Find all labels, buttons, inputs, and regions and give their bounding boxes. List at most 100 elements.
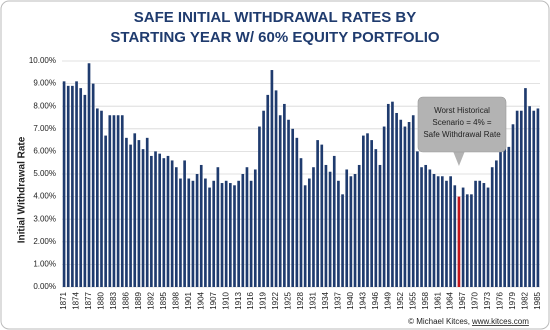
x-tick-label: 1892 (146, 291, 155, 309)
bar (328, 171, 332, 287)
bar (145, 137, 149, 287)
bar (187, 178, 191, 287)
bar (362, 135, 365, 287)
bar (490, 167, 494, 287)
y-tick-label: 7.00% (33, 124, 56, 133)
bar (87, 63, 91, 288)
bar (229, 183, 232, 287)
bar (370, 140, 373, 287)
bar (274, 90, 278, 287)
bar (341, 194, 344, 287)
bar (457, 196, 461, 287)
y-axis-title: Initial Withdrawal Rate (17, 136, 28, 243)
x-tick-label: 1985 (533, 291, 542, 309)
bar (266, 94, 270, 288)
x-tick-label: 1934 (321, 291, 330, 309)
bar (179, 178, 182, 287)
bar (191, 180, 195, 287)
bar (166, 155, 170, 287)
x-tick-label: 1937 (334, 291, 343, 309)
bar (204, 178, 207, 287)
bar (407, 122, 411, 288)
bar (349, 176, 353, 287)
bar (495, 160, 498, 287)
y-tick-label: 2.00% (33, 237, 56, 246)
bar (532, 110, 536, 287)
bar (295, 137, 299, 287)
bar (386, 103, 390, 287)
x-tick-label: 1883 (109, 291, 118, 309)
bar (83, 94, 87, 288)
bar (503, 149, 506, 287)
bar (519, 110, 523, 287)
x-tick-label: 1961 (433, 291, 442, 309)
x-tick-label: 1874 (72, 291, 81, 309)
bar (353, 174, 357, 287)
bar (499, 149, 502, 287)
x-tick-label: 1916 (246, 291, 255, 309)
x-tick-label: 1976 (496, 291, 505, 309)
x-tick-label: 1877 (84, 291, 93, 309)
x-tick-label: 1973 (483, 291, 492, 309)
bar (162, 158, 166, 287)
bar (62, 81, 66, 287)
x-tick-label: 1958 (421, 291, 430, 309)
bar (482, 183, 486, 287)
y-tick-label: 0.00% (33, 282, 56, 291)
bar (312, 167, 315, 287)
x-tick-label: 1940 (346, 291, 355, 309)
annotation: Safe Withdrawal Rate (423, 130, 501, 139)
bar (378, 164, 382, 287)
y-tick-label: 3.00% (33, 214, 56, 223)
bar (220, 183, 224, 287)
x-tick-label: 1925 (284, 291, 293, 309)
x-tick-label: 1928 (296, 291, 305, 309)
x-tick-label: 1910 (221, 291, 230, 309)
bar (403, 126, 407, 287)
bar (71, 85, 74, 287)
bar (249, 180, 253, 287)
bar (324, 164, 328, 287)
source-link[interactable]: www.kitces.com (471, 317, 529, 326)
bar (411, 115, 415, 288)
bar (470, 194, 473, 287)
bar (391, 101, 394, 288)
x-tick-label: 1904 (196, 291, 205, 309)
annotation: Scenario = 4% = (432, 118, 491, 127)
bar (208, 187, 211, 287)
bar (366, 133, 369, 287)
bar (216, 167, 220, 287)
bar (91, 83, 95, 287)
bar (436, 176, 440, 287)
bar (303, 185, 307, 287)
x-tick-label: 1895 (159, 291, 168, 309)
y-tick-label: 9.00% (33, 79, 56, 88)
x-tick-label: 1871 (59, 291, 68, 309)
source: © Michael Kitces, (408, 317, 470, 326)
x-tick-label: 1901 (184, 291, 193, 309)
bar (357, 164, 361, 287)
bar (515, 110, 519, 287)
bar (416, 151, 419, 287)
bar (199, 164, 203, 287)
bar (270, 70, 274, 287)
x-tick-label: 1967 (458, 291, 467, 309)
bar (79, 88, 83, 288)
bar (245, 167, 249, 287)
bar (112, 115, 116, 288)
bar (511, 124, 515, 287)
x-tick-label: 1943 (358, 291, 367, 309)
bar (224, 180, 228, 287)
x-tick-label: 1880 (97, 291, 106, 309)
bar (278, 115, 282, 288)
bar (237, 180, 240, 287)
bar (262, 110, 265, 287)
bar (174, 167, 178, 287)
bar (524, 88, 527, 288)
bar (486, 187, 490, 287)
y-tick-label: 4.00% (33, 192, 56, 201)
x-tick-label: 1982 (521, 291, 530, 309)
bar (449, 176, 452, 287)
bar (299, 158, 303, 287)
